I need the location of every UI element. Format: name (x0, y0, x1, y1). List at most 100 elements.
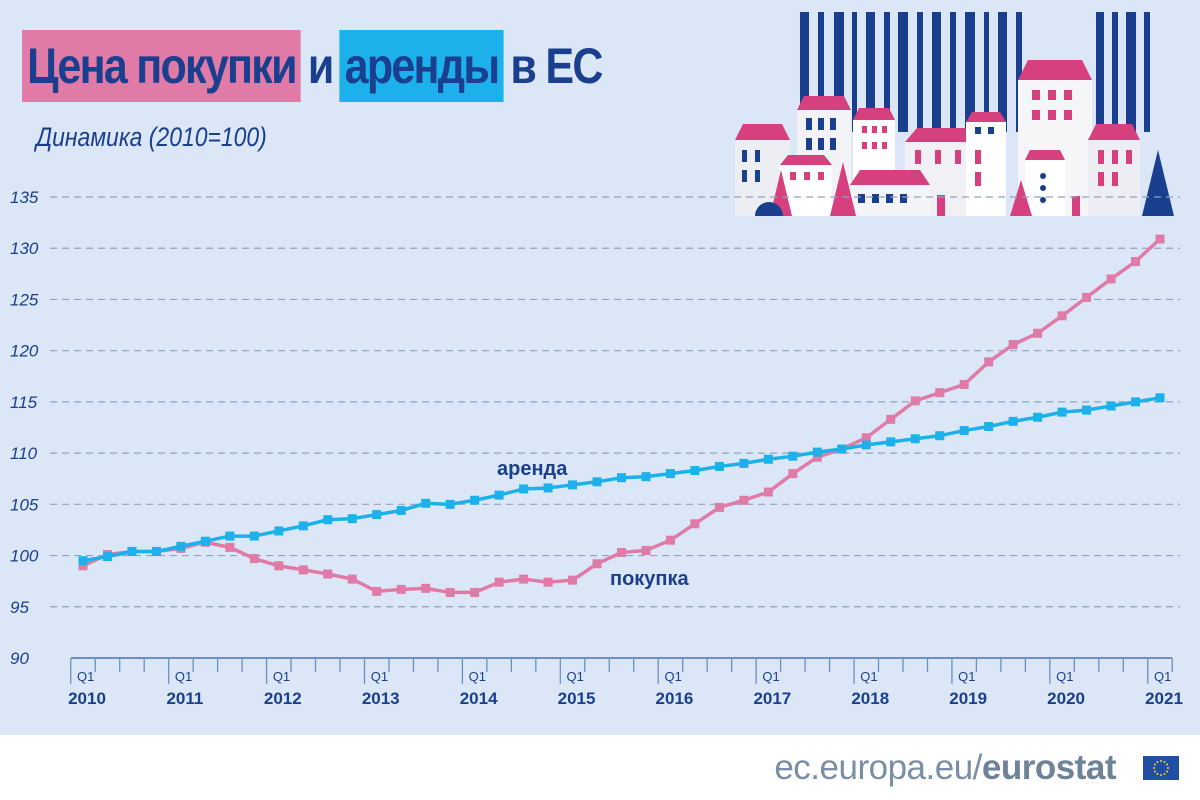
data-point (543, 577, 553, 587)
data-point (568, 575, 578, 585)
title-purchase-highlight: Цена покупки (22, 30, 301, 102)
x-year-label: 2013 (362, 689, 400, 708)
data-point (886, 437, 896, 447)
data-point (910, 434, 920, 444)
data-point (788, 451, 798, 461)
data-point (543, 483, 553, 493)
data-point (763, 454, 773, 464)
url-prefix: ec.europa.eu/ (774, 748, 982, 787)
data-point (298, 521, 308, 531)
star (1156, 760, 1159, 763)
eu-flag-icon (1143, 756, 1179, 780)
data-point (494, 490, 504, 500)
data-point (347, 514, 357, 524)
data-point (665, 469, 675, 479)
x-year-label: 2014 (460, 689, 498, 708)
y-tick-label: 95 (10, 598, 29, 617)
chart-title: Цена покупки и аренды в ЕС (22, 30, 609, 102)
data-point (323, 515, 333, 525)
x-quarter-label: Q1 (958, 669, 975, 684)
data-point (1131, 257, 1141, 267)
data-point (1033, 328, 1043, 338)
url-brand: eurostat (981, 748, 1117, 787)
data-point (372, 510, 382, 520)
data-point (763, 487, 773, 497)
x-year-label: 2021 (1145, 689, 1183, 708)
data-point (445, 587, 455, 597)
data-point (421, 498, 431, 508)
data-point (910, 396, 920, 406)
x-quarter-label: Q1 (1154, 669, 1171, 684)
data-point (102, 552, 112, 562)
data-point (519, 574, 529, 584)
eurostat-url[interactable]: ec.europa.eu/eurostat (774, 748, 1116, 788)
data-point (1008, 340, 1018, 350)
data-point (812, 447, 822, 457)
data-point (372, 586, 382, 596)
data-point (568, 480, 578, 490)
data-point (665, 535, 675, 545)
y-tick-label: 90 (10, 649, 29, 668)
x-year-label: 2011 (166, 689, 203, 708)
data-point (714, 502, 724, 512)
data-point (1057, 311, 1067, 321)
data-point (959, 379, 969, 389)
star (1167, 767, 1169, 769)
data-point (78, 556, 88, 566)
data-point (861, 433, 871, 443)
data-point (812, 452, 822, 462)
x-quarter-label: Q1 (860, 669, 877, 684)
data-point (396, 584, 406, 594)
data-point (984, 357, 994, 367)
data-point (396, 505, 406, 515)
data-point (837, 444, 847, 454)
y-tick-label: 130 (10, 239, 39, 258)
x-year-label: 2016 (656, 689, 694, 708)
x-quarter-label: Q1 (175, 669, 192, 684)
data-point (641, 545, 651, 555)
data-point (176, 541, 186, 551)
x-year-label: 2018 (851, 689, 889, 708)
data-point (1106, 274, 1116, 284)
data-point (935, 431, 945, 441)
data-point (935, 388, 945, 398)
data-point (617, 547, 626, 557)
star (1153, 767, 1155, 769)
data-point (470, 495, 480, 505)
line-chart: 90 95 100 105 110 115 120 125 130 135 Q1 2010 Q1 201… (10, 188, 1183, 708)
data-point (274, 526, 284, 536)
data-point (1155, 393, 1165, 403)
chart-subtitle: Динамика (2010=100) (36, 122, 267, 152)
data-point (617, 473, 626, 483)
data-point (274, 561, 284, 571)
data-point (445, 499, 455, 509)
data-point (739, 458, 749, 468)
x-year-label: 2010 (68, 689, 106, 708)
data-point (347, 574, 357, 584)
star (1160, 760, 1162, 762)
title-and: и (307, 38, 334, 94)
x-quarter-label: Q1 (469, 669, 486, 684)
series-purchase (78, 234, 1165, 597)
houses-icon (735, 60, 1174, 216)
data-point (1057, 407, 1067, 417)
data-point (1131, 397, 1141, 407)
data-point (592, 477, 602, 487)
x-quarter-label: Q1 (1056, 669, 1073, 684)
data-point (249, 554, 259, 564)
x-quarter-label: Q1 (273, 669, 290, 684)
city-buildings-illustration (735, 12, 1174, 216)
data-point (1033, 412, 1043, 422)
data-point (249, 531, 259, 541)
x-quarter-label: Q1 (77, 669, 94, 684)
data-point (714, 461, 724, 471)
data-point (690, 466, 700, 476)
data-point (470, 587, 480, 597)
title-eu: в ЕС (510, 38, 603, 94)
data-point (1106, 401, 1116, 411)
data-point (1082, 292, 1092, 302)
y-tick-label: 110 (10, 444, 38, 463)
data-point (1082, 405, 1092, 415)
series-rent (78, 393, 1165, 566)
star (1156, 773, 1159, 776)
